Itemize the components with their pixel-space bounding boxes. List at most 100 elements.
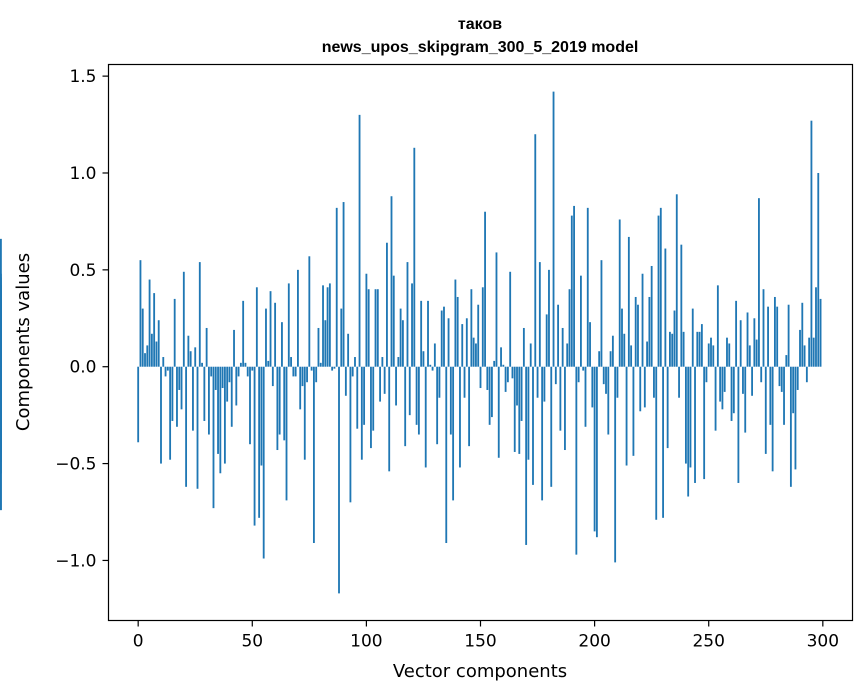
bar [328, 283, 331, 367]
bar [465, 318, 468, 367]
bar [438, 366, 441, 398]
bar [367, 289, 370, 367]
bar [789, 366, 792, 487]
bar [447, 318, 450, 367]
bar [463, 366, 466, 398]
bar [415, 366, 418, 425]
bar [468, 366, 471, 447]
bar [792, 366, 795, 414]
x-axis-ticks: 0 50 100 150 200 250 300 [133, 620, 839, 652]
bar [404, 366, 407, 447]
bar [486, 366, 489, 390]
bar [760, 366, 763, 383]
bar [166, 366, 169, 371]
bar [230, 366, 233, 427]
bar [506, 366, 509, 383]
bar [618, 219, 621, 367]
bar [700, 324, 703, 367]
bar [221, 366, 224, 389]
bar [379, 366, 381, 402]
bar [694, 366, 696, 483]
bar [721, 366, 724, 410]
bar [253, 366, 256, 526]
bar [513, 366, 516, 452]
bar [787, 304, 790, 367]
bar [155, 341, 158, 367]
x-tick-label: 150 [464, 632, 496, 652]
bar [484, 211, 486, 367]
bar [431, 366, 434, 371]
bar [148, 279, 151, 367]
bar [543, 366, 546, 402]
x-tick-label: 0 [133, 632, 144, 652]
bar [758, 198, 760, 367]
bar [819, 298, 822, 367]
bar [767, 306, 769, 367]
bar [586, 207, 589, 367]
bar [239, 362, 242, 367]
bar [203, 366, 206, 421]
bar [589, 322, 591, 367]
bar [354, 357, 356, 367]
bar [739, 320, 742, 367]
bar [573, 205, 575, 367]
bar [568, 289, 571, 367]
bar [260, 366, 263, 466]
bar [785, 355, 788, 367]
bar [639, 366, 642, 412]
bar [621, 308, 623, 367]
bar [582, 366, 585, 371]
y-tick-label: −0.5 [55, 455, 96, 475]
bar [452, 366, 455, 501]
y-axis-label: Components values [13, 253, 34, 431]
bar [427, 300, 429, 367]
bar [552, 91, 555, 367]
bar [650, 265, 653, 367]
bar [561, 327, 564, 367]
bar [333, 366, 336, 369]
bar [684, 366, 687, 464]
bar [308, 256, 311, 367]
bar [742, 366, 744, 394]
bar [228, 366, 231, 383]
bar [689, 366, 692, 468]
bar [591, 366, 594, 408]
bar [705, 366, 708, 383]
bar [769, 366, 772, 425]
bar [242, 300, 245, 367]
bar [678, 366, 680, 398]
bar [390, 196, 393, 367]
y-tick-label: −1.0 [55, 551, 96, 571]
bar [194, 347, 197, 367]
bar [548, 269, 550, 367]
bar [691, 308, 694, 367]
bar [554, 366, 557, 385]
bar [737, 366, 740, 483]
bar [392, 275, 395, 367]
bar [411, 283, 413, 367]
bar [671, 333, 674, 367]
bar [744, 366, 747, 433]
bar [141, 308, 144, 367]
bar [214, 366, 217, 390]
bar [602, 366, 605, 385]
bar [532, 366, 534, 485]
bar [265, 308, 267, 367]
bar [529, 343, 532, 367]
bar [520, 366, 523, 421]
bar [710, 337, 712, 367]
bar [504, 366, 507, 392]
bar [518, 366, 521, 454]
y-tick-label: 0.5 [69, 261, 96, 281]
bar [536, 366, 539, 398]
bar [593, 366, 596, 532]
bar [703, 366, 706, 480]
bar [317, 327, 320, 367]
bar [730, 366, 733, 421]
bar [527, 366, 530, 460]
bar [278, 366, 281, 435]
bar [479, 366, 482, 389]
bar [324, 320, 327, 367]
bar [299, 366, 302, 410]
bar [201, 362, 203, 367]
